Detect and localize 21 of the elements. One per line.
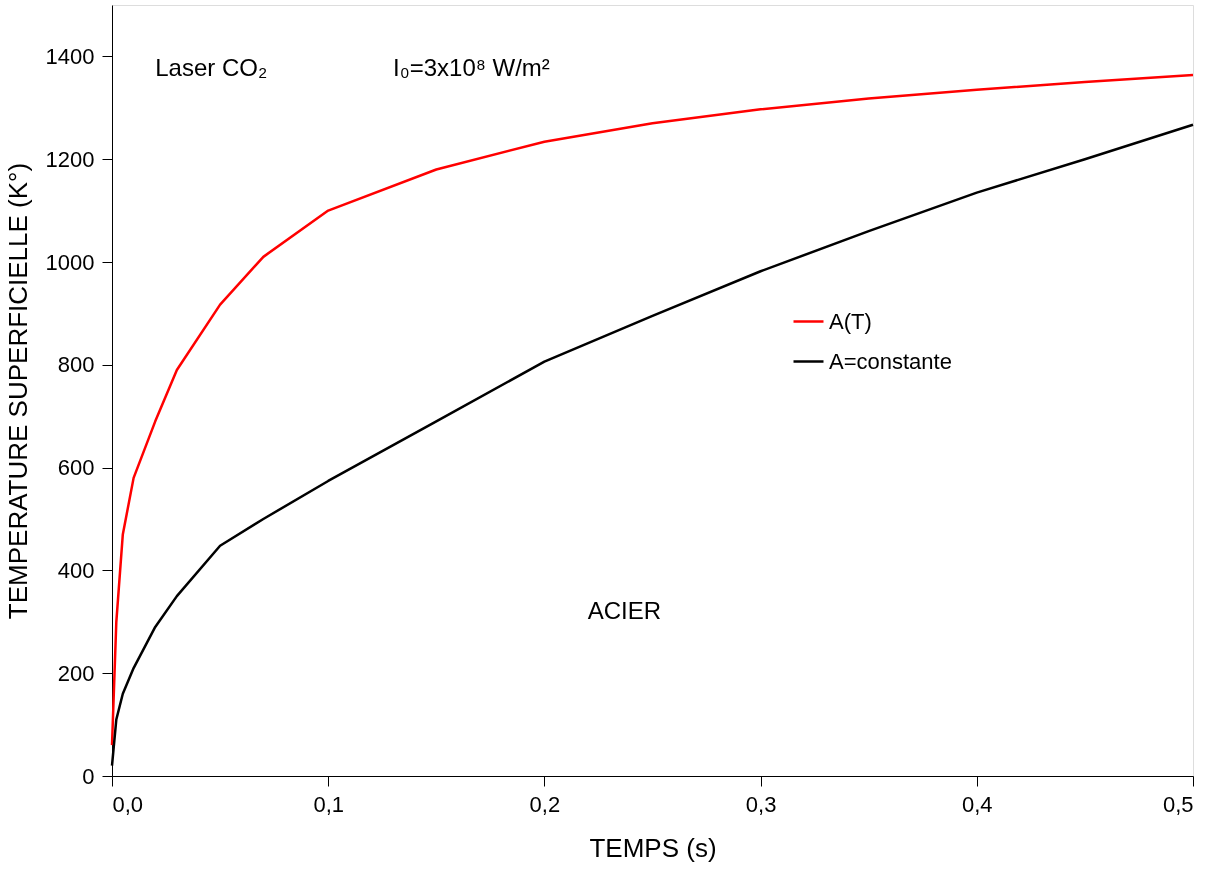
annotation: ACIER xyxy=(587,596,661,624)
y-tick-label: 400 xyxy=(57,557,95,583)
x-tick-label: 0,5 xyxy=(1162,791,1194,817)
y-tick-label: 0 xyxy=(82,763,95,789)
x-tick-label: 0,0 xyxy=(112,791,144,817)
legend-label: A(T) xyxy=(829,308,872,334)
annotation: I₀=3x10⁸ W/m² xyxy=(393,54,550,82)
x-tick-label: 0,3 xyxy=(745,791,777,817)
x-tick-label: 0,2 xyxy=(529,791,561,817)
y-tick-label: 1000 xyxy=(45,249,95,275)
legend-label: A=constante xyxy=(829,348,952,374)
y-tick-label: 600 xyxy=(57,455,95,481)
annotation: Laser CO₂ xyxy=(155,54,268,82)
y-tick-label: 1200 xyxy=(45,146,95,172)
y-tick-label: 1400 xyxy=(45,43,95,69)
y-axis-title: TEMPERATURE SUPERFICIELLE (K°) xyxy=(2,162,33,620)
x-tick-label: 0,4 xyxy=(962,791,993,817)
x-tick-label: 0,1 xyxy=(313,791,344,817)
y-tick-label: 200 xyxy=(57,660,95,686)
y-tick-label: 800 xyxy=(57,352,95,378)
x-axis-title: TEMPS (s) xyxy=(589,832,717,863)
